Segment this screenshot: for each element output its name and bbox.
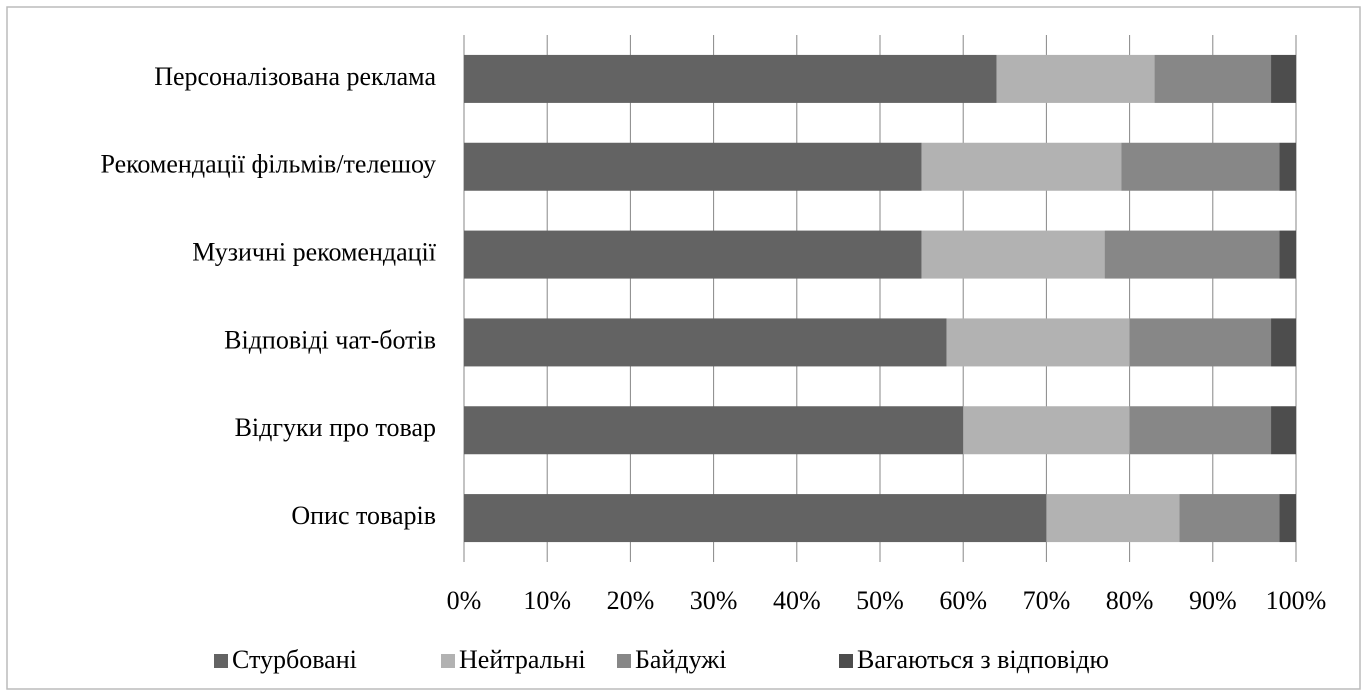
x-tick-label: 80% xyxy=(1106,586,1154,615)
y-tick-label: Відповіді чат-ботів xyxy=(224,325,436,354)
x-tick-label: 0% xyxy=(447,586,482,615)
bar-segment xyxy=(464,230,922,279)
bar-segment xyxy=(464,318,947,367)
bar-segment xyxy=(996,54,1155,103)
bar-segment xyxy=(1104,230,1280,279)
bar-segment xyxy=(464,54,997,103)
bar-segment xyxy=(1279,230,1296,279)
x-tick-label: 100% xyxy=(1266,586,1327,615)
bar-segment xyxy=(1179,494,1280,543)
bar-segment xyxy=(464,494,1047,543)
bar-segment xyxy=(963,406,1130,455)
bar-segment xyxy=(946,318,1130,367)
legend-swatch xyxy=(617,654,631,668)
bar-segment xyxy=(921,142,1122,191)
y-tick-label: Рекомендації фільмів/телешоу xyxy=(100,150,436,179)
x-tick-label: 30% xyxy=(690,586,738,615)
bar-segment xyxy=(464,406,964,455)
bar-segment xyxy=(921,230,1105,279)
bar-segment xyxy=(1046,494,1180,543)
bar-segment xyxy=(1271,406,1296,455)
y-tick-label: Музичні рекомендації xyxy=(192,238,437,267)
bar-segment xyxy=(1129,406,1272,455)
legend-swatch xyxy=(214,654,228,668)
legend-label: Вагаються з відповідю xyxy=(857,645,1109,674)
y-tick-label: Відгуки про товар xyxy=(235,413,436,442)
legend-swatch xyxy=(839,654,853,668)
legend-swatch xyxy=(441,654,455,668)
legend-label: Стурбовані xyxy=(232,645,357,674)
bar-segment xyxy=(1154,54,1272,103)
bar-segment xyxy=(1279,142,1296,191)
legend-label: Байдужі xyxy=(635,645,726,674)
y-tick-label: Опис товарів xyxy=(291,501,436,530)
legend-label: Нейтральні xyxy=(459,645,586,674)
x-tick-label: 90% xyxy=(1189,586,1237,615)
bar-segment xyxy=(1271,54,1296,103)
x-tick-label: 10% xyxy=(523,586,571,615)
bar-segment xyxy=(1121,142,1280,191)
x-tick-label: 60% xyxy=(939,586,987,615)
bar-segment xyxy=(1271,318,1296,367)
x-tick-label: 20% xyxy=(607,586,655,615)
x-tick-label: 70% xyxy=(1023,586,1071,615)
y-tick-label: Персоналізована реклама xyxy=(154,62,436,91)
bar-segment xyxy=(1279,494,1296,543)
bar-segment xyxy=(464,142,922,191)
bar-segment xyxy=(1129,318,1272,367)
x-tick-label: 50% xyxy=(856,586,904,615)
x-tick-label: 40% xyxy=(773,586,821,615)
